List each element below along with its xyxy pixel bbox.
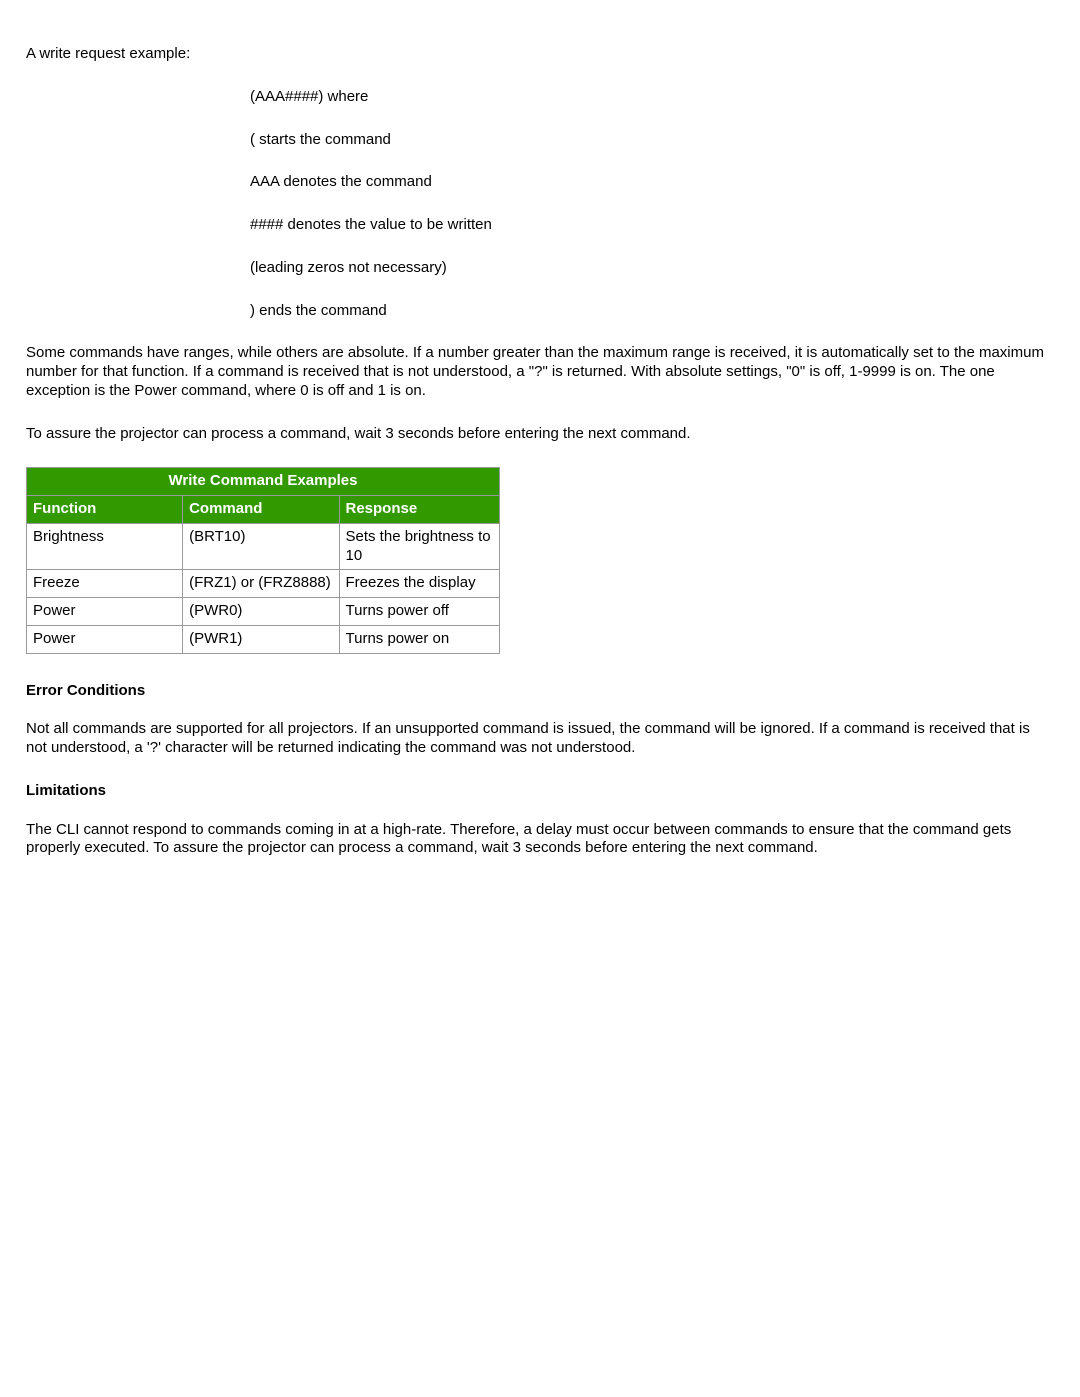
table-header-command: Command xyxy=(183,496,339,524)
table-row: Power (PWR0) Turns power off xyxy=(27,598,500,626)
cell-command: (BRT10) xyxy=(183,523,339,570)
syntax-line: ( starts the command xyxy=(250,131,1054,150)
table-header-function: Function xyxy=(27,496,183,524)
body-paragraph-2: To assure the projector can process a co… xyxy=(26,425,1054,444)
cell-function: Power xyxy=(27,625,183,653)
table-row: Power (PWR1) Turns power on xyxy=(27,625,500,653)
syntax-line: AAA denotes the command xyxy=(250,173,1054,192)
error-conditions-heading: Error Conditions xyxy=(26,682,1054,701)
cell-function: Brightness xyxy=(27,523,183,570)
syntax-block: (AAA####) where ( starts the command AAA… xyxy=(250,88,1054,321)
cell-function: Freeze xyxy=(27,570,183,598)
cell-response: Turns power on xyxy=(339,625,500,653)
syntax-line: #### denotes the value to be written xyxy=(250,216,1054,235)
cell-command: (PWR1) xyxy=(183,625,339,653)
table-header-response: Response xyxy=(339,496,500,524)
body-paragraph-1: Some commands have ranges, while others … xyxy=(26,344,1054,400)
syntax-line: (AAA####) where xyxy=(250,88,1054,107)
cell-command: (PWR0) xyxy=(183,598,339,626)
table-title: Write Command Examples xyxy=(27,468,500,496)
table-row: Freeze (FRZ1) or (FRZ8888) Freezes the d… xyxy=(27,570,500,598)
table-row: Brightness (BRT10) Sets the brightness t… xyxy=(27,523,500,570)
cell-response: Turns power off xyxy=(339,598,500,626)
syntax-line: (leading zeros not necessary) xyxy=(250,259,1054,278)
syntax-line: ) ends the command xyxy=(250,302,1054,321)
write-command-examples-table: Write Command Examples Function Command … xyxy=(26,467,500,653)
cell-command: (FRZ1) or (FRZ8888) xyxy=(183,570,339,598)
cell-response: Sets the brightness to 10 xyxy=(339,523,500,570)
cell-function: Power xyxy=(27,598,183,626)
cell-response: Freezes the display xyxy=(339,570,500,598)
error-conditions-body: Not all commands are supported for all p… xyxy=(26,720,1054,758)
limitations-body: The CLI cannot respond to commands comin… xyxy=(26,821,1054,859)
intro-text: A write request example: xyxy=(26,45,1054,64)
limitations-heading: Limitations xyxy=(26,782,1054,801)
